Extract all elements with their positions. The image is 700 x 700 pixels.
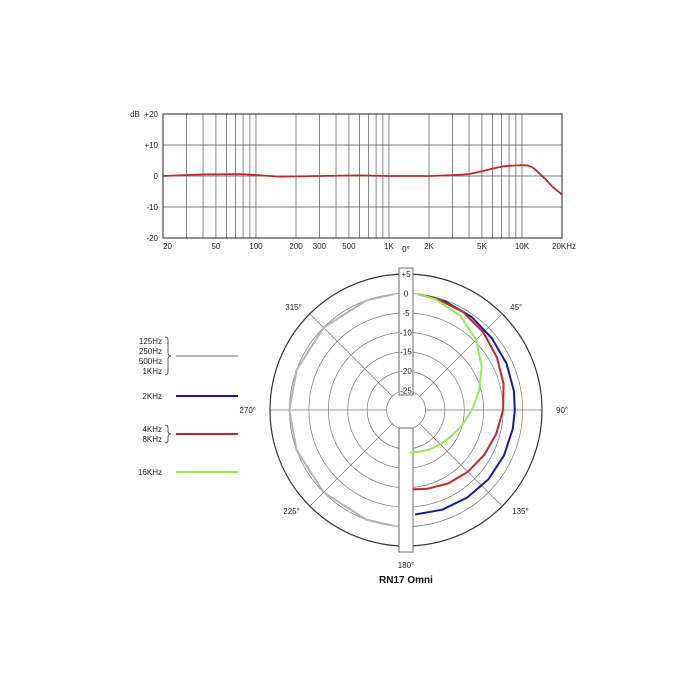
polar-title: RN17 Omni [379, 575, 433, 586]
legend-entry-label: 16KHz [138, 468, 162, 477]
fr-response-curve [162, 164, 563, 196]
fr-x-tick-label: 1K [384, 242, 394, 251]
polar-radial-tick-label: -5 [402, 309, 410, 318]
fr-x-tick-label: 500 [342, 242, 356, 251]
polar-angle-label: 45° [510, 303, 522, 312]
polar-grid-ring [386, 390, 426, 430]
polar-angle-label: 225° [283, 507, 300, 516]
polar-radial-tick-label: +5 [401, 270, 411, 279]
fr-y-axis-unit: dB [130, 110, 140, 119]
polar-angle-label: 135° [512, 507, 529, 516]
polar-curve-series-2 [414, 293, 516, 516]
polar-curve-series-1 [288, 293, 395, 527]
polar-grid-spoke [419, 313, 503, 397]
fr-x-tick-label: 5K [477, 242, 487, 251]
polar-angle-label: 180° [398, 561, 415, 570]
polar-radial-tick-label: -15 [400, 348, 412, 357]
fr-y-tick-label: -20 [146, 234, 158, 243]
legend-entry-label: 8KHz [142, 435, 162, 444]
legend-entry-label: 500Hz [139, 357, 162, 366]
legend-brace [164, 336, 172, 376]
polar-angle-label: 90° [556, 406, 568, 415]
fr-x-tick-label: 20KHz [552, 242, 576, 251]
legend-entry-label: 125Hz [139, 337, 162, 346]
fr-x-tick-label: 50 [211, 242, 220, 251]
fr-x-tick-label: 2K [424, 242, 434, 251]
polar-radial-tick-label: -25 [400, 387, 412, 396]
polar-radial-tick-label: -10 [400, 328, 412, 337]
polar-axis-band-top [398, 267, 414, 396]
fr-y-tick-label: -10 [146, 203, 158, 212]
legend-entry-label: 4KHz [142, 425, 162, 434]
polar-angle-label: 270° [239, 406, 256, 415]
legend-entry-label: 250Hz [139, 347, 162, 356]
frequency-response-chart: dB +20 +10 0 -10 -20 20 50 100 200 300 500 1K 2K 5K 10K… [130, 110, 576, 251]
polar-angle-label: 315° [285, 303, 302, 312]
polar-curve-series-4 [409, 293, 483, 454]
fr-y-tick-label: +10 [144, 141, 158, 150]
fr-x-tick-label: 10K [515, 242, 530, 251]
polar-radial-tick-label: -20 [400, 367, 412, 376]
fr-x-tick-label: 300 [313, 242, 327, 251]
legend-entry-label: 1KHz [142, 367, 162, 376]
legend-entry-label: 2KHz [142, 392, 162, 401]
fr-x-tick-label: 200 [289, 242, 303, 251]
polar-pattern-chart: +5 0 -5 -10 -15 -20 -25 0° 45° 90° 135° 180° 225° 270… [239, 245, 568, 586]
polar-angle-label: 0° [402, 245, 410, 254]
legend-brace [164, 424, 172, 444]
polar-radial-tick-label: 0 [404, 289, 409, 298]
polar-grid-spoke [309, 313, 393, 397]
fr-y-tick-label: 0 [154, 172, 159, 181]
polar-axis-band-bottom [398, 427, 414, 553]
fr-y-tick-label: +20 [144, 110, 158, 119]
fr-x-tick-label: 20 [163, 242, 172, 251]
polar-grid-spoke [309, 423, 393, 507]
polar-grid-spoke [419, 423, 503, 507]
fr-x-tick-label: 100 [249, 242, 263, 251]
polar-curve-series-3 [412, 293, 505, 491]
